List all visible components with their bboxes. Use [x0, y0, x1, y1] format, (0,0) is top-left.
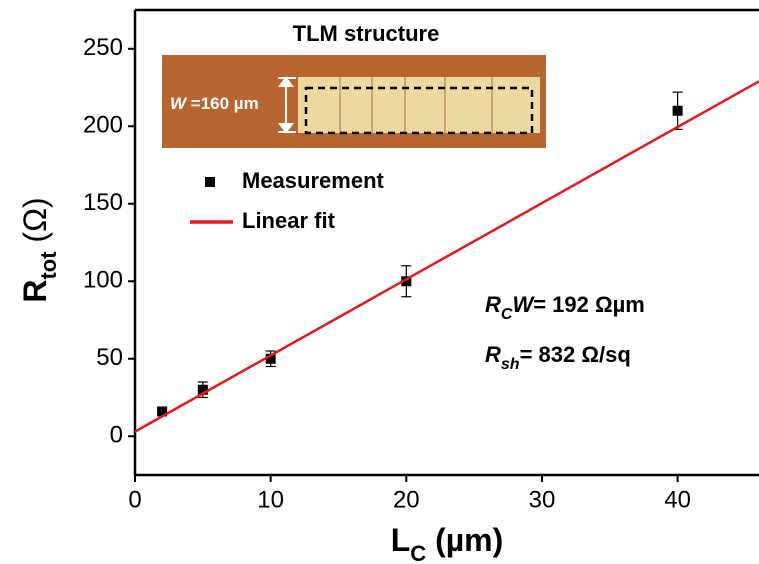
inset-title: TLM structure: [293, 21, 440, 46]
x-tick-label: 0: [128, 486, 141, 513]
x-tick-label: 40: [664, 486, 691, 513]
x-tick-label: 20: [393, 486, 420, 513]
x-tick-label: 30: [529, 486, 556, 513]
inset-label: W =160 µm: [170, 94, 259, 113]
y-tick-label: 250: [83, 34, 123, 61]
chart: W =160 µm TLM structure LC (µm) Rtot (Ω)…: [0, 0, 759, 564]
y-tick-label: 100: [83, 267, 123, 294]
legend-marker: [205, 177, 215, 187]
annotation-value: = 192 Ωµm: [533, 292, 645, 317]
x-label-main: L: [391, 522, 411, 558]
x-axis-label: LC (µm): [391, 522, 504, 564]
y-tick-label: 200: [83, 112, 123, 139]
inset-image: W =160 µm TLM structure: [162, 21, 546, 148]
x-label-unit: (µm): [426, 522, 503, 558]
annotation: RCW= 192 Ωµm: [485, 292, 645, 323]
annotation: Rsh= 832 Ω/sq: [485, 342, 631, 373]
data-point: [673, 106, 683, 116]
legend-label: Measurement: [242, 168, 385, 193]
annotation-sub: sh: [501, 356, 520, 373]
legend-label: Linear fit: [242, 208, 336, 233]
page: W =160 µm TLM structure LC (µm) Rtot (Ω)…: [0, 0, 759, 564]
y-label-sub: tot: [36, 251, 61, 280]
inset-label-value: =160 µm: [186, 94, 259, 113]
y-axis-label: Rtot (Ω): [17, 197, 61, 302]
x-tick-label: 10: [257, 486, 284, 513]
x-label-sub: C: [410, 541, 426, 564]
annotation-value: = 832 Ω/sq: [520, 342, 631, 367]
annotation-sub: C: [501, 306, 513, 323]
y-label-unit: (Ω): [17, 197, 53, 251]
y-tick-label: 0: [110, 422, 123, 449]
annotation-symbol: R: [485, 342, 501, 367]
y-label-main: R: [17, 280, 53, 303]
y-tick-label: 50: [96, 344, 123, 371]
y-tick-label: 150: [83, 189, 123, 216]
inset-pads: [298, 77, 540, 133]
annotation-symbol: R: [485, 292, 501, 317]
annotation-symbol: W: [512, 292, 535, 317]
